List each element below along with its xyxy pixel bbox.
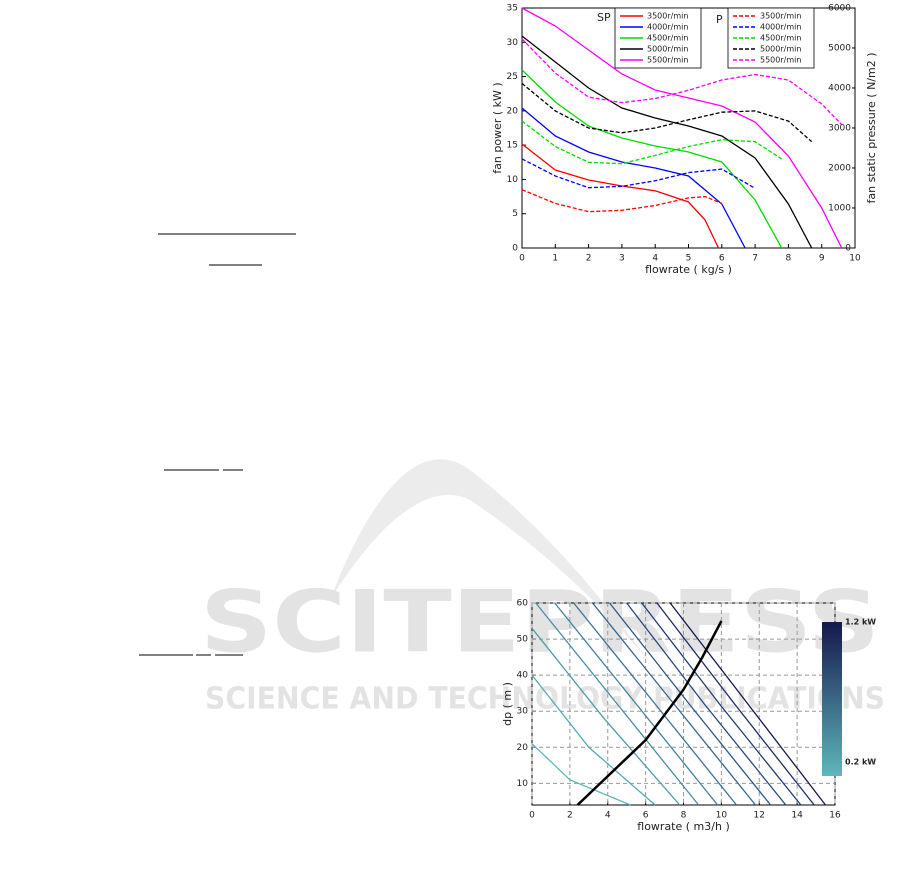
fraction-lines <box>139 233 296 656</box>
colorbar-max-label: 1.2 kW <box>845 618 876 627</box>
x-tick-label: 3 <box>619 254 625 264</box>
y-axis-label: fan power ( kW ) <box>491 82 504 173</box>
x-tick-label: 16 <box>829 811 841 821</box>
series-line <box>521 35 813 249</box>
watermark-swoosh <box>330 459 700 730</box>
series-line <box>573 602 738 806</box>
x-tick-label: 12 <box>754 811 765 821</box>
y-tick-label: 10 <box>517 779 529 789</box>
x-tick-label: 5 <box>686 254 692 264</box>
legend-label: 5000r/min <box>647 45 688 54</box>
y2-tick-label: 1000 <box>828 204 851 214</box>
legend-label: 4500r/min <box>647 34 688 43</box>
y2-tick-label: 3000 <box>828 124 851 134</box>
y-tick-label: 25 <box>507 72 518 82</box>
series-line <box>521 120 783 165</box>
series-line <box>669 602 827 806</box>
series-line <box>521 69 783 249</box>
y-axis-label: dp ( m ) <box>501 682 514 726</box>
y-tick-label: 30 <box>517 707 529 717</box>
colorbar <box>822 622 842 776</box>
series-line <box>531 674 656 806</box>
y-tick-label: 15 <box>507 141 518 151</box>
chart: 0 1 2 3 4 5 6 7 8 9 100510152025303501000200030004… <box>491 4 878 277</box>
y-tick-label: 35 <box>507 4 518 14</box>
series-line <box>626 602 787 806</box>
x-tick-label: 0 <box>519 254 525 264</box>
series-line <box>656 602 815 806</box>
series-line <box>521 7 843 249</box>
x-tick-label: 14 <box>791 811 803 821</box>
x-tick-label: 0 <box>529 811 535 821</box>
x-tick-label: 2 <box>567 811 573 821</box>
y-tick-label: 5 <box>512 209 518 219</box>
y-tick-label: 0 <box>512 244 518 254</box>
series-line <box>535 602 700 806</box>
y-tick-label: 10 <box>507 175 519 185</box>
y-tick-label: 30 <box>507 38 519 48</box>
series-line <box>521 158 756 189</box>
legend-label: 5500r/min <box>647 56 688 65</box>
y2-tick-label: 5000 <box>828 44 851 54</box>
chart: 0 2 4 6 8 10 12 14 16 10 20 30 40 50 60 flowrate ( m3/h… <box>501 599 876 834</box>
y2-tick-label: 0 <box>845 244 851 254</box>
y-tick-label: 60 <box>517 599 529 609</box>
legend-label: 3500r/min <box>760 12 801 21</box>
legend-label: 4500r/min <box>760 34 801 43</box>
x-axis-label: flowrate ( kg/s ) <box>645 263 732 276</box>
y-tick-label: 50 <box>517 635 529 645</box>
y-tick-label: 40 <box>517 671 529 681</box>
y2-tick-label: 6000 <box>828 4 851 14</box>
series-line <box>521 107 746 249</box>
x-tick-label: 4 <box>652 254 658 264</box>
x-tick-label: 4 <box>605 811 611 821</box>
y2-axis-label: fan static pressure ( N/m2 ) <box>865 52 878 203</box>
watermark: SCITEPRESS SCIENCE AND TECHNOLOGY PUBLIC… <box>200 459 885 730</box>
series-line <box>521 143 720 249</box>
y2-tick-label: 2000 <box>828 164 851 174</box>
legend-title: P <box>716 13 723 26</box>
series-line <box>521 189 723 213</box>
series-line <box>554 602 719 806</box>
watermark-subtitle: SCIENCE AND TECHNOLOGY PUBLICATIONS <box>205 682 885 717</box>
series-line <box>521 82 813 143</box>
x-tick-label: 6 <box>719 254 725 264</box>
legend-label: 5000r/min <box>760 45 801 54</box>
series-line <box>576 620 723 806</box>
x-tick-label: 2 <box>586 254 592 264</box>
legend-label: 4000r/min <box>760 23 801 32</box>
y2-tick-label: 4000 <box>828 84 851 94</box>
x-tick-label: 8 <box>786 254 792 264</box>
y-tick-label: 20 <box>517 743 529 753</box>
legend-label: 5500r/min <box>760 56 801 65</box>
x-tick-label: 6 <box>643 811 649 821</box>
series-line <box>609 602 772 806</box>
legend-title: SP <box>597 11 611 24</box>
x-axis-label: flowrate ( m3/h ) <box>637 820 729 833</box>
x-tick-label: 10 <box>849 254 861 264</box>
x-tick-label: 1 <box>552 254 558 264</box>
series-line <box>521 38 843 126</box>
legend-label: 3500r/min <box>647 12 688 21</box>
x-tick-label: 7 <box>752 254 758 264</box>
legend-label: 4000r/min <box>647 23 688 32</box>
series-line <box>531 743 631 806</box>
watermark-title: SCITEPRESS <box>200 572 880 672</box>
y-tick-label: 20 <box>507 106 519 116</box>
series-line <box>531 627 681 806</box>
x-tick-label: 8 <box>681 811 687 821</box>
x-tick-label: 10 <box>716 811 728 821</box>
x-tick-label: 9 <box>819 254 825 264</box>
series-line <box>641 602 802 806</box>
colorbar-min-label: 0.2 kW <box>845 758 876 767</box>
